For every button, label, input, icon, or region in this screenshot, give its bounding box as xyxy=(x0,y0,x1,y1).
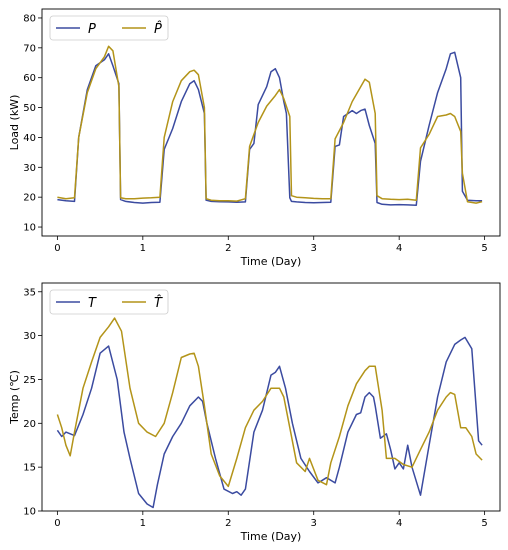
temp-y-tick-label: 30 xyxy=(23,331,36,342)
load-x-tick-label: 5 xyxy=(481,243,487,254)
temp-legend: T T̂ xyxy=(49,289,169,315)
temp-series-line-2 xyxy=(56,317,483,488)
load-chart: 0 1 2 3 4 5 10 20 30 40 50 60 70 80 Time (Day) Load (… xyxy=(8,8,501,268)
temp-x-tick-label: 0 xyxy=(54,518,60,529)
temp-legend-label-2: T̂ xyxy=(154,296,163,311)
temp-x-tick-label: 5 xyxy=(481,518,487,529)
load-x-tick-label: 3 xyxy=(311,243,317,254)
temp-plot-frame xyxy=(41,282,501,512)
temp-tick-layer: 0 1 2 3 4 5 10 15 20 25 30 35 xyxy=(23,287,488,529)
temp-legend-box xyxy=(49,289,169,315)
load-series-layer xyxy=(57,45,483,206)
load-legend: P P̂ xyxy=(49,15,169,41)
temp-y-tick-label: 35 xyxy=(23,287,36,298)
load-legend-label-2: P̂ xyxy=(154,22,162,37)
temp-x-tick-label: 3 xyxy=(311,518,317,529)
load-x-axis-label: Time (Day) xyxy=(240,255,302,268)
load-legend-box xyxy=(49,15,169,41)
load-y-tick-label: 60 xyxy=(23,73,36,84)
load-plot-frame xyxy=(41,8,501,237)
load-tick-layer: 0 1 2 3 4 5 10 20 30 40 50 60 70 80 xyxy=(23,13,488,254)
temp-series-line-1 xyxy=(56,336,483,509)
load-y-tick-label: 10 xyxy=(23,223,36,234)
load-y-tick-label: 40 xyxy=(23,133,36,144)
load-y-tick-label: 70 xyxy=(23,43,36,54)
temp-legend-label-1: T xyxy=(88,296,97,311)
load-y-tick-label: 30 xyxy=(23,163,36,174)
temp-y-tick-label: 25 xyxy=(23,375,36,386)
load-y-tick-label: 80 xyxy=(23,13,36,24)
load-y-tick-label: 50 xyxy=(23,103,36,114)
temp-x-tick-label: 1 xyxy=(140,518,146,529)
temp-y-tick-label: 15 xyxy=(23,463,36,474)
load-x-tick-label: 0 xyxy=(54,243,60,254)
load-legend-label-1: P xyxy=(88,22,96,37)
temp-x-tick-label: 2 xyxy=(225,518,231,529)
load-series-line-2 xyxy=(57,45,483,204)
load-x-tick-label: 2 xyxy=(225,243,231,254)
temp-x-axis-label: Time (Day) xyxy=(240,530,302,543)
load-series-line-1 xyxy=(57,51,483,206)
temp-series-layer xyxy=(56,317,483,509)
temp-x-tick-label: 4 xyxy=(396,518,402,529)
temp-y-tick-label: 10 xyxy=(23,507,36,518)
load-y-axis-label: Load (kW) xyxy=(8,95,21,151)
load-y-tick-label: 20 xyxy=(23,193,36,204)
temp-y-tick-label: 20 xyxy=(23,419,36,430)
load-x-tick-label: 1 xyxy=(140,243,146,254)
temp-y-axis-label: Temp (℃) xyxy=(8,370,21,425)
temp-chart: 0 1 2 3 4 5 10 15 20 25 30 35 Time (Day) Temp (℃) T… xyxy=(8,282,501,543)
load-x-tick-label: 4 xyxy=(396,243,402,254)
